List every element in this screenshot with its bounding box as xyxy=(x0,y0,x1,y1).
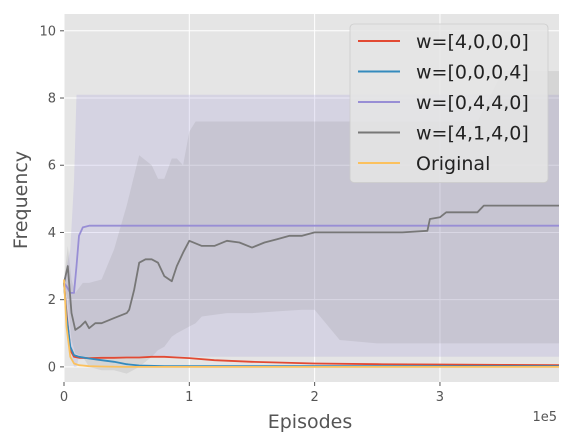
series-line-w=[4,1,4,0] xyxy=(63,204,559,331)
x-tick-label: 0 xyxy=(60,390,68,405)
x-axis-label: Episodes xyxy=(268,411,353,433)
axis-ticks: 0 1 2 3 0 2 4 6 8 10 xyxy=(39,24,444,405)
x-tick-label: 2 xyxy=(310,390,318,405)
y-tick-label: 2 xyxy=(48,293,56,308)
legend-label: w=[4,0,0,0] xyxy=(416,31,529,53)
series-line-Original xyxy=(63,279,559,368)
legend-box xyxy=(349,23,549,183)
x-axis-multiplier: 1e5 xyxy=(532,410,557,425)
x-tick-label: 1 xyxy=(185,390,193,405)
legend-label: w=[4,1,4,0] xyxy=(416,123,529,145)
y-tick-label: 0 xyxy=(48,360,56,375)
legend-label: w=[0,4,4,0] xyxy=(416,92,529,114)
series-line-w=[4,0,0,0] xyxy=(63,282,560,367)
legend: w=[4,0,0,0] w=[0,0,0,4] w=[0,4,4,0] w=[4,1,… xyxy=(349,23,549,183)
x-tick-label: 3 xyxy=(436,390,444,405)
series-lines xyxy=(63,204,560,368)
y-axis-label: Frequency xyxy=(10,151,32,249)
y-tick-label: 10 xyxy=(39,24,56,39)
legend-label: Original xyxy=(416,153,490,175)
legend-label: w=[0,0,0,4] xyxy=(416,62,529,84)
y-tick-label: 6 xyxy=(48,159,56,174)
y-tick-label: 8 xyxy=(48,92,56,107)
y-tick-label: 4 xyxy=(48,226,56,241)
